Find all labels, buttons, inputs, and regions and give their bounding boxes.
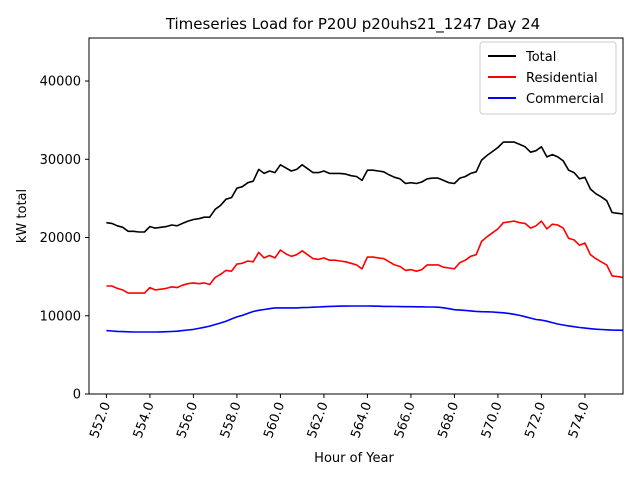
y-tick-label: 30000 [40, 153, 81, 168]
y-tick-label: 0 [73, 388, 81, 403]
y-tick-label: 20000 [40, 231, 81, 246]
series-layer [106, 141, 624, 333]
legend-frame [479, 41, 617, 115]
legend-label-commercial: Commercial [526, 92, 604, 107]
legend-label-residential: Residential [526, 71, 598, 86]
y-axis-label: kW total [15, 189, 30, 243]
series-line-residential [106, 220, 624, 294]
x-axis-label: Hour of Year [314, 451, 394, 466]
chart-title: Timeseries Load for P20U p20uhs21_1247 D… [165, 15, 540, 34]
series-line-total [106, 141, 624, 233]
y-axis: 0 10000 20000 30000 40000 [40, 75, 89, 403]
legend: Total Residential Commercial [479, 41, 617, 115]
plot-frame [88, 37, 624, 395]
series-line-commercial [106, 305, 624, 333]
y-tick-label: 10000 [40, 309, 81, 324]
legend-label-total: Total [525, 50, 556, 65]
y-tick-label: 40000 [40, 75, 81, 90]
plot-area [88, 37, 624, 395]
